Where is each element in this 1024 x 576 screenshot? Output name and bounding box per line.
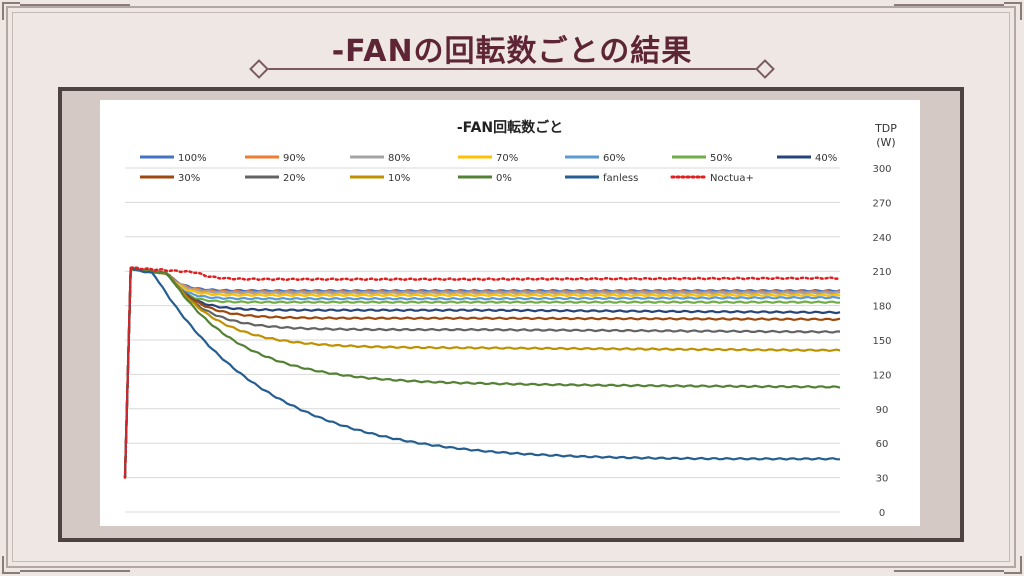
- legend-label-60: 60%: [603, 153, 625, 164]
- corner-ornament-top-right: [1004, 2, 1022, 20]
- y-axis-label-tdp: TDP: [874, 122, 897, 135]
- y-tick-label-180: 180: [872, 302, 891, 313]
- y-tick-label-240: 240: [872, 233, 891, 244]
- inner-frame: [12, 12, 1010, 562]
- y-tick-label-120: 120: [872, 370, 891, 381]
- legend-label-fanless: fanless: [603, 173, 638, 184]
- series-line-80: [123, 267, 841, 478]
- y-axis-label-unit: (W): [876, 136, 895, 149]
- series-line-40: [123, 267, 841, 478]
- line-chart: -FAN回転数ごと TDP (W) 0 30 60 90 120 150 180 210 240…: [123, 119, 897, 519]
- slide-title: -FANの回転数ごとの結果: [331, 34, 693, 69]
- y-tick-label-300: 300: [872, 164, 891, 175]
- edge-line-top-right: [894, 4, 1004, 6]
- legend-label-90: 90%: [283, 153, 305, 164]
- y-tick-label-150: 150: [872, 336, 891, 347]
- series-line-20: [123, 267, 840, 478]
- y-tick-label-210: 210: [872, 267, 891, 278]
- series-line-10: [123, 267, 841, 478]
- series-line-60: [123, 267, 841, 478]
- legend-label-50: 50%: [710, 153, 732, 164]
- legend-label-30: 30%: [178, 173, 200, 184]
- series-line-0: [123, 267, 841, 478]
- series-line-noctua: [123, 266, 842, 479]
- legend-label-100: 100%: [178, 153, 207, 164]
- legend-label-20: 20%: [283, 173, 305, 184]
- outer-frame: [6, 6, 1016, 568]
- series-line-100: [123, 267, 841, 478]
- legend-label-80: 80%: [388, 153, 410, 164]
- series-line-fanless: [123, 267, 841, 478]
- corner-ornament-bottom-left: [2, 556, 20, 574]
- corner-ornament-top-left: [2, 2, 20, 20]
- y-tick-label-90: 90: [876, 405, 889, 416]
- edge-line-bottom-left: [20, 570, 130, 572]
- series-line-70: [123, 267, 841, 478]
- series-line-30: [123, 267, 841, 478]
- legend-label-70: 70%: [496, 153, 518, 164]
- legend-label-10: 10%: [388, 173, 410, 184]
- legend-label-40: 40%: [815, 153, 837, 164]
- legend-label-noctua: Noctua+: [710, 173, 754, 184]
- edge-line-top-left: [20, 4, 130, 6]
- legend-label-0: 0%: [496, 173, 512, 184]
- title-underline: [262, 68, 762, 70]
- chart-title: -FAN回転数ごと: [457, 119, 563, 136]
- edge-line-bottom-right: [894, 570, 1004, 572]
- y-tick-label-30: 30: [876, 474, 889, 485]
- y-tick-label-270: 270: [872, 198, 891, 209]
- y-tick-label-0: 0: [879, 508, 885, 519]
- series-line-90: [123, 267, 841, 478]
- corner-ornament-bottom-right: [1004, 556, 1022, 574]
- y-tick-label-60: 60: [876, 439, 889, 450]
- series-line-50: [123, 267, 841, 478]
- chart-card: -FAN回転数ごと TDP (W) 0 30 60 90 120 150 180 210 240…: [100, 100, 920, 526]
